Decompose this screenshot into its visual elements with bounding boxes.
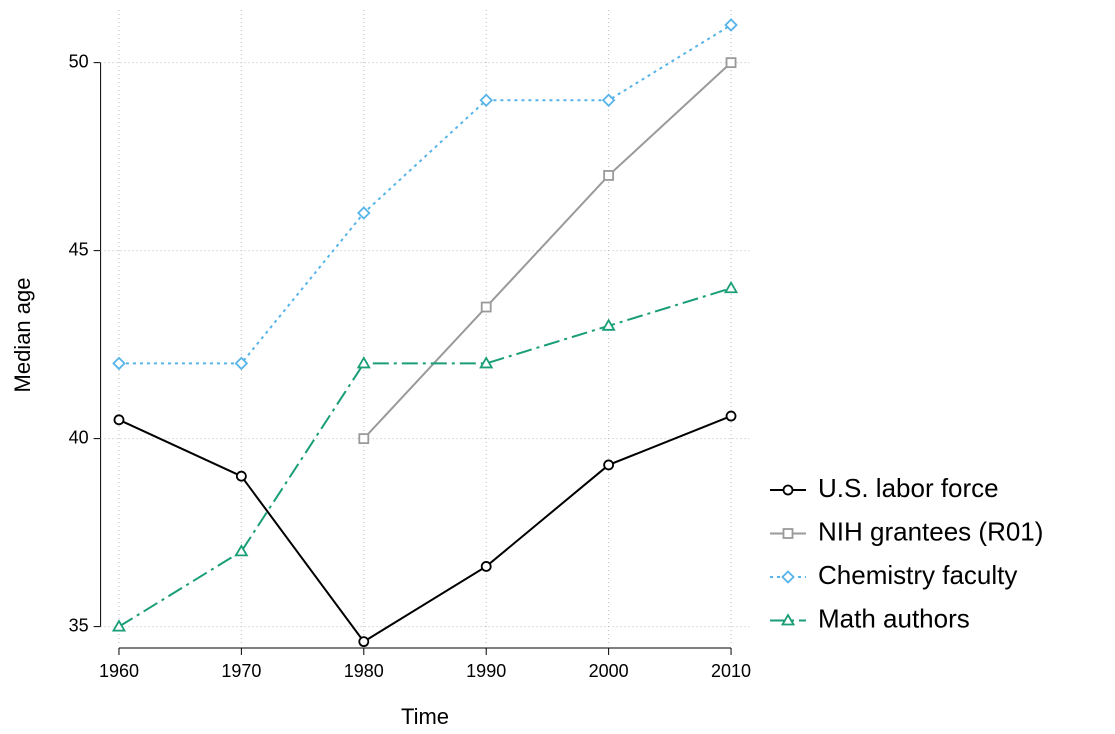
legend-label: U.S. labor force <box>818 473 999 503</box>
marker <box>479 356 494 369</box>
marker <box>479 93 493 108</box>
y-tick-label: 35 <box>69 615 89 635</box>
marker <box>603 459 615 471</box>
marker <box>111 619 127 632</box>
x-tick-label: 2000 <box>589 661 629 681</box>
legend-label: Math authors <box>818 603 970 633</box>
x-tick-label: 1960 <box>99 661 139 681</box>
marker <box>235 470 247 482</box>
marker <box>113 414 125 426</box>
series-line <box>118 415 732 643</box>
marker <box>358 433 370 445</box>
legend-marker <box>782 528 794 539</box>
x-tick-label: 2010 <box>711 661 751 681</box>
marker <box>601 93 616 108</box>
x-tick-label: 1980 <box>344 661 384 681</box>
legend-label: Chemistry faculty <box>818 560 1017 590</box>
marker <box>723 280 739 294</box>
marker <box>601 318 616 331</box>
marker <box>112 356 126 371</box>
marker <box>480 301 492 313</box>
x-axis-label: Time <box>401 704 449 729</box>
marker <box>603 170 615 181</box>
marker <box>358 636 370 648</box>
legend-marker <box>781 570 795 584</box>
marker <box>234 544 249 557</box>
marker <box>725 57 737 69</box>
marker <box>480 561 492 572</box>
legend-marker <box>780 613 796 626</box>
series-line <box>363 61 732 440</box>
y-axis-label: Median age <box>10 278 35 393</box>
x-tick-label: 1970 <box>221 661 261 681</box>
marker <box>234 356 249 371</box>
x-tick-label: 1990 <box>466 661 506 681</box>
legend-marker <box>782 484 794 496</box>
series-line <box>118 24 732 365</box>
y-tick-label: 40 <box>69 427 89 447</box>
marker <box>724 18 738 32</box>
marker <box>725 410 737 422</box>
y-tick-label: 50 <box>69 51 89 71</box>
y-tick-label: 45 <box>69 239 89 259</box>
series-line <box>118 287 732 628</box>
marker <box>357 206 371 220</box>
legend-label: NIH grantees (R01) <box>818 516 1043 546</box>
marker <box>356 356 371 369</box>
